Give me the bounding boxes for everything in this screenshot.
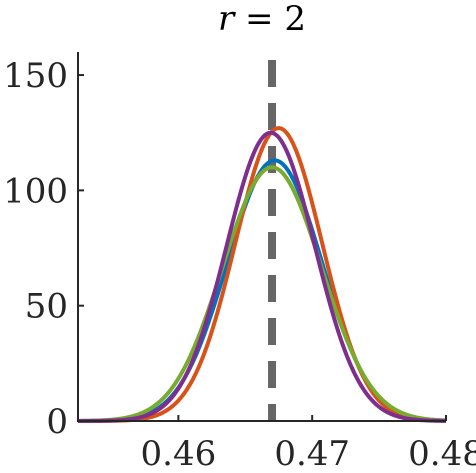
axis-lines (77, 52, 446, 422)
x-tick-label: 0.46 (141, 434, 217, 473)
y-tick-label: 0 (46, 402, 68, 442)
chart-title: r = 2 (218, 0, 306, 39)
density-curve-1 (77, 158, 447, 423)
y-tick-label: 50 (25, 287, 68, 327)
density-curve-3 (77, 165, 447, 423)
x-tick-label: 0.47 (274, 434, 350, 473)
plot-area (77, 60, 447, 423)
chart-title-variable: r (218, 0, 236, 39)
chart-title-equation: = 2 (234, 0, 306, 39)
axes: 0 50 100 150 0.46 0.47 0.48 (3, 52, 476, 473)
y-tick-label: 100 (3, 171, 68, 211)
y-tick-label: 150 (3, 56, 68, 96)
x-tick-label: 0.48 (408, 434, 476, 473)
density-curve-4 (77, 130, 447, 423)
